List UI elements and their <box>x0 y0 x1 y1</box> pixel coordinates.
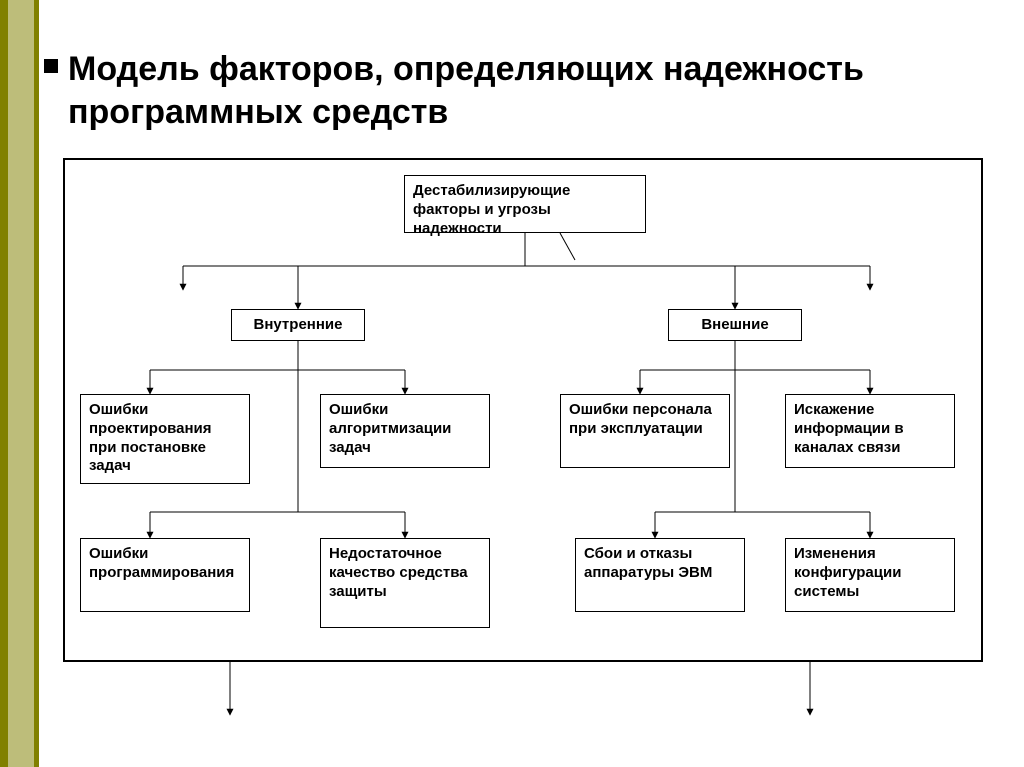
node-label: Недостаточное качество средства защиты <box>329 545 481 601</box>
node-label: Ошибки алгоритмизации задач <box>329 401 481 457</box>
node-ext-b1: Сбои и отказы аппаратуры ЭВМ <box>575 538 745 612</box>
sidebar-stripe-inner <box>8 0 34 767</box>
title-bullet <box>44 59 58 73</box>
node-ext-a1: Ошибки персонала при эксплуатации <box>560 394 730 468</box>
node-int-a2: Ошибки алгоритмизации задач <box>320 394 490 468</box>
node-label: Ошибки проектирования при постановке зад… <box>89 401 241 476</box>
node-label: Искажение информации в каналах связи <box>794 401 946 457</box>
node-label: Дестабилизирующие факторы и угрозы надеж… <box>413 182 637 238</box>
node-label: Изменения конфигурации системы <box>794 545 946 601</box>
node-int-a1: Ошибки проектирования при постановке зад… <box>80 394 250 484</box>
node-label: Внешние <box>701 316 768 335</box>
slide-title: Модель факторов, определяющих надежность… <box>68 48 968 133</box>
node-external: Внешние <box>668 309 802 341</box>
node-internal: Внутренние <box>231 309 365 341</box>
node-root: Дестабилизирующие факторы и угрозы надеж… <box>404 175 646 233</box>
node-ext-b2: Изменения конфигурации системы <box>785 538 955 612</box>
node-int-b1: Ошибки программирования <box>80 538 250 612</box>
node-label: Ошибки программирования <box>89 545 241 583</box>
node-int-b2: Недостаточное качество средства защиты <box>320 538 490 628</box>
node-label: Внутренние <box>254 316 343 335</box>
node-label: Ошибки персонала при эксплуатации <box>569 401 721 439</box>
node-label: Сбои и отказы аппаратуры ЭВМ <box>584 545 736 583</box>
slide-canvas: Модель факторов, определяющих надежность… <box>0 0 1024 767</box>
node-ext-a2: Искажение информации в каналах связи <box>785 394 955 468</box>
